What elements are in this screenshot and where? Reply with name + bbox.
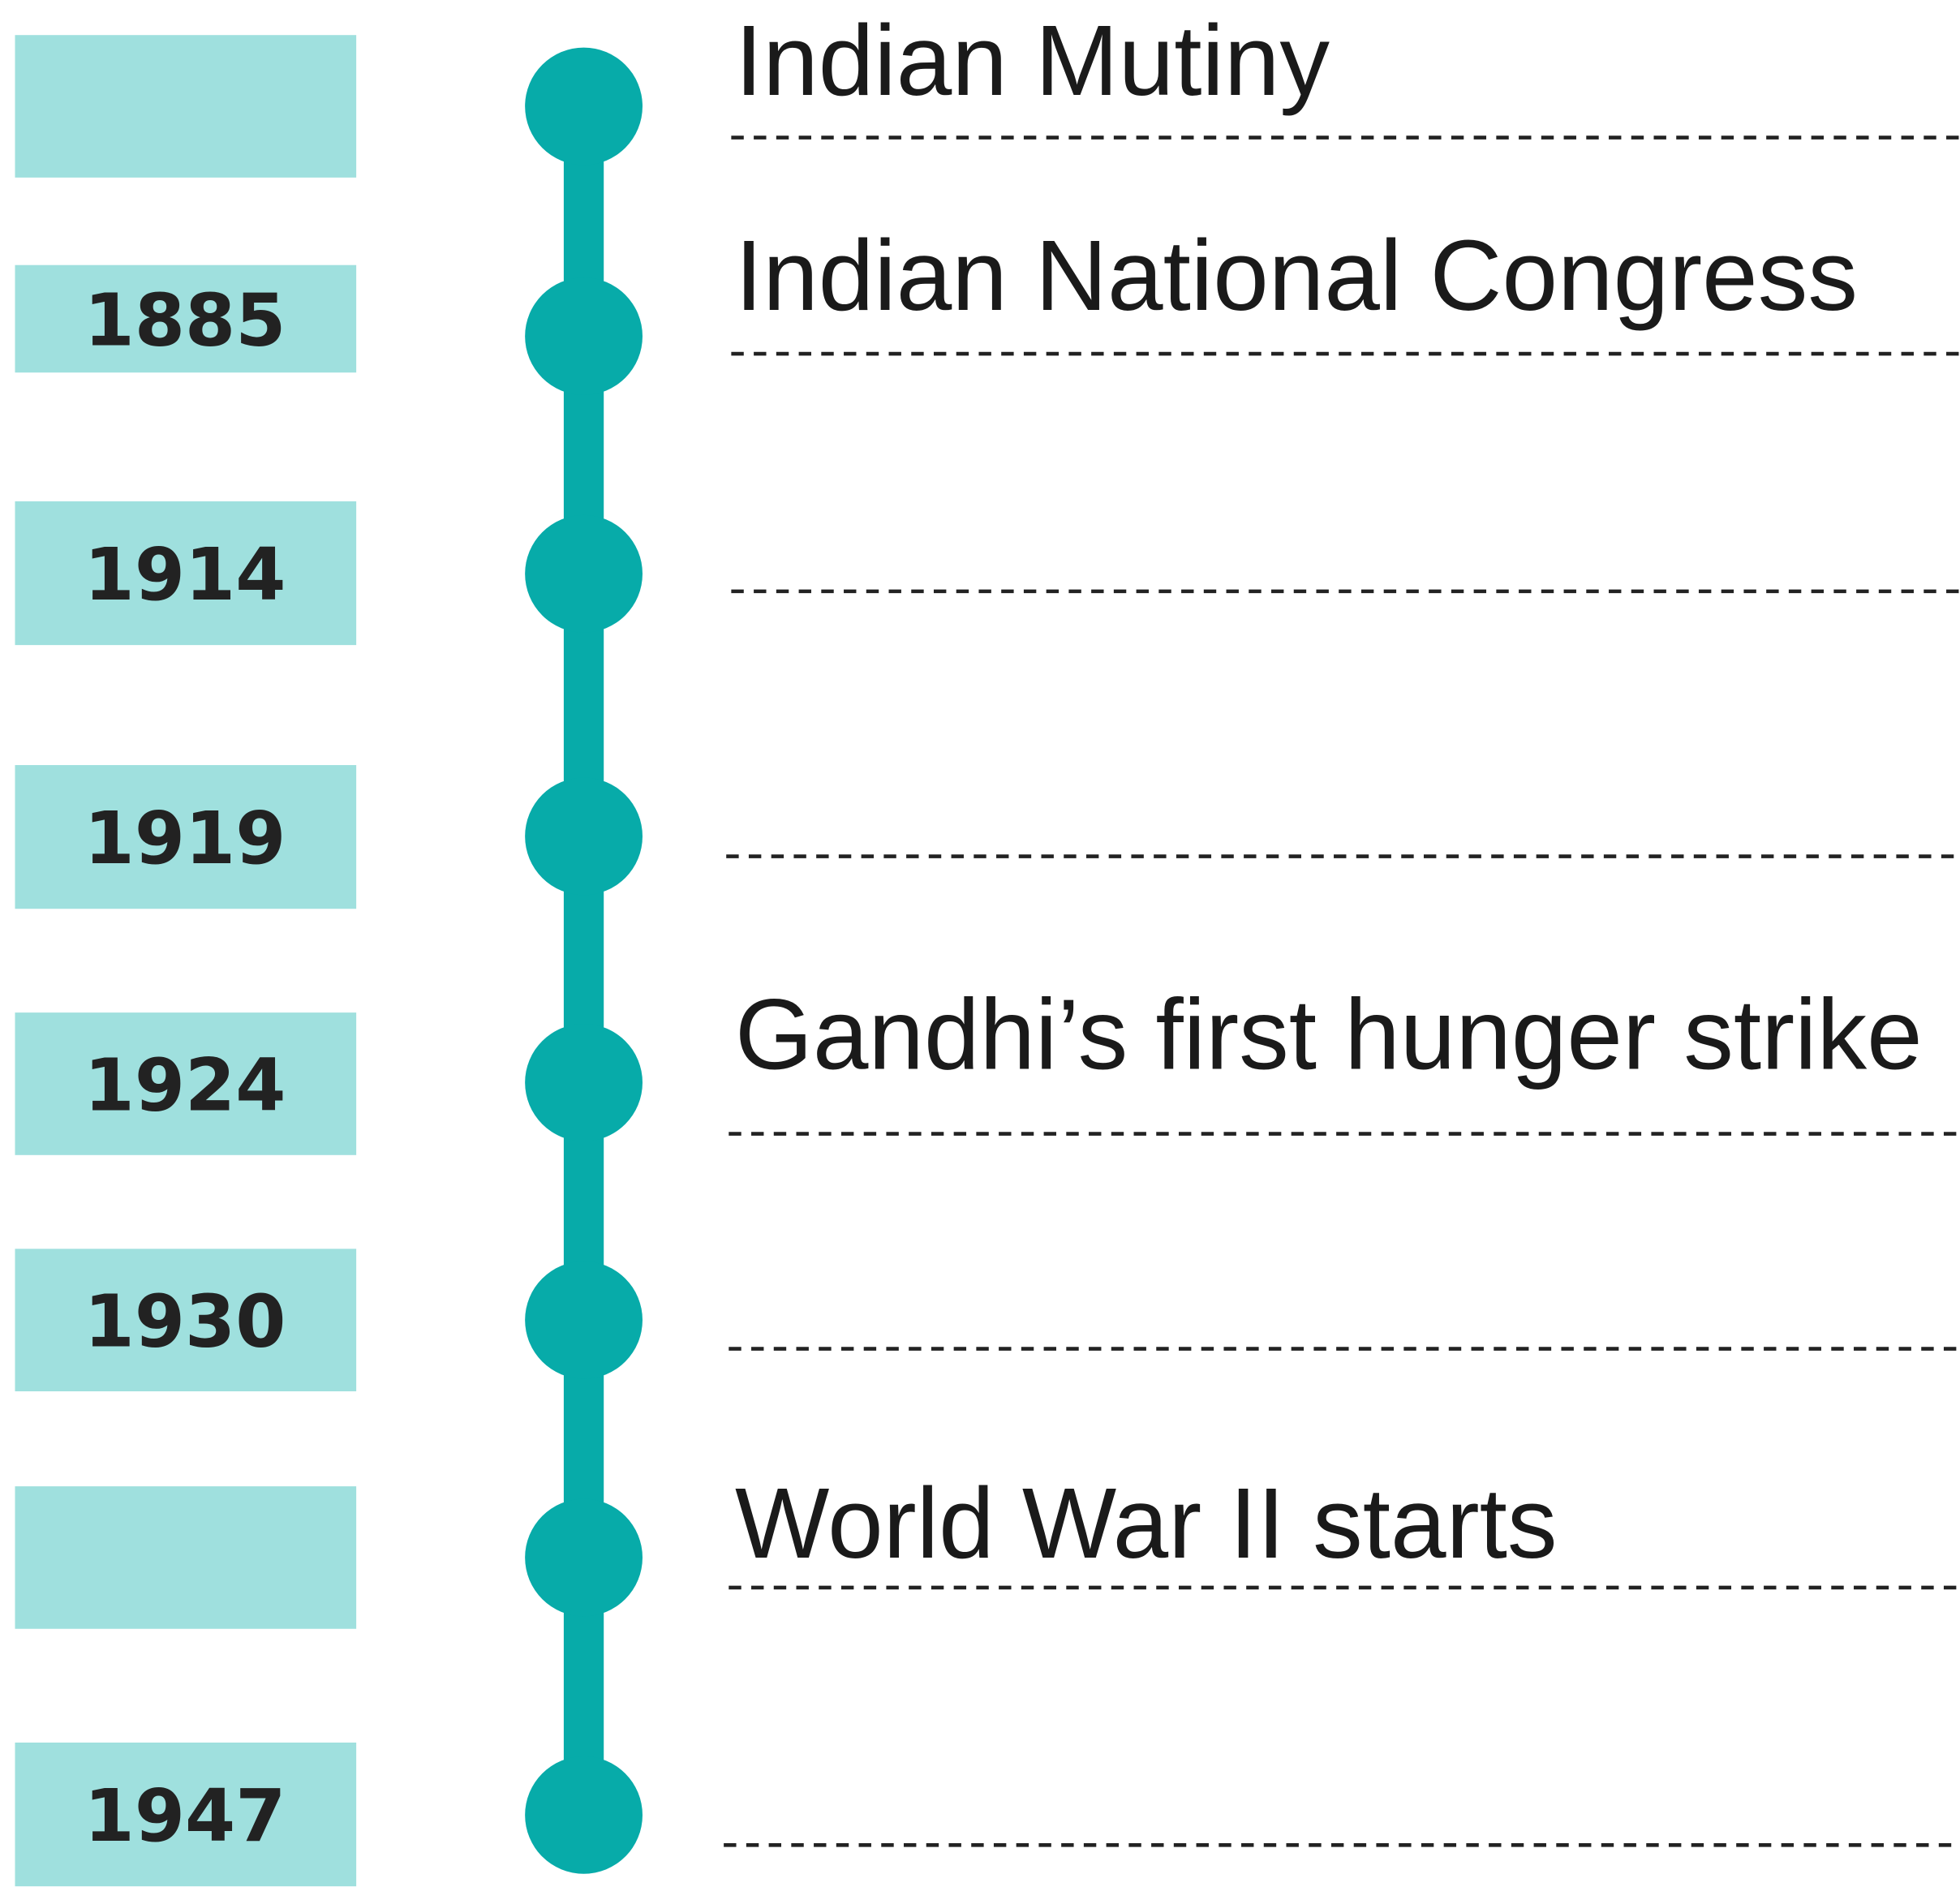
timeline-dot (525, 514, 643, 633)
event-label: World War II starts (735, 1468, 1558, 1580)
year-label: 1947 (84, 1774, 286, 1859)
year-label: 1924 (84, 1043, 286, 1128)
year-box (15, 1742, 357, 1887)
year-box (15, 765, 357, 909)
timeline-dot (525, 1498, 643, 1617)
timeline-dot (525, 1023, 643, 1141)
year-box (15, 1486, 357, 1629)
timeline-dot (525, 1261, 643, 1379)
year-box (15, 264, 357, 373)
year-label: 1919 (84, 797, 286, 881)
year-box (15, 1012, 357, 1155)
event-label: Indian National Congress (735, 220, 1858, 332)
timeline-dot (525, 777, 643, 896)
event-label: Indian Mutiny (735, 5, 1330, 117)
year-box (15, 501, 357, 646)
timeline-dot (525, 47, 643, 165)
year-box (15, 1249, 357, 1391)
event-label: Gandhi’s first hunger strike (735, 978, 1923, 1090)
year-label: 1930 (84, 1280, 286, 1365)
year-label: 1914 (84, 533, 286, 617)
year-box (15, 35, 357, 178)
year-label: 1885 (84, 278, 286, 363)
timeline-dot (525, 1756, 643, 1874)
timeline-dot (525, 277, 643, 395)
